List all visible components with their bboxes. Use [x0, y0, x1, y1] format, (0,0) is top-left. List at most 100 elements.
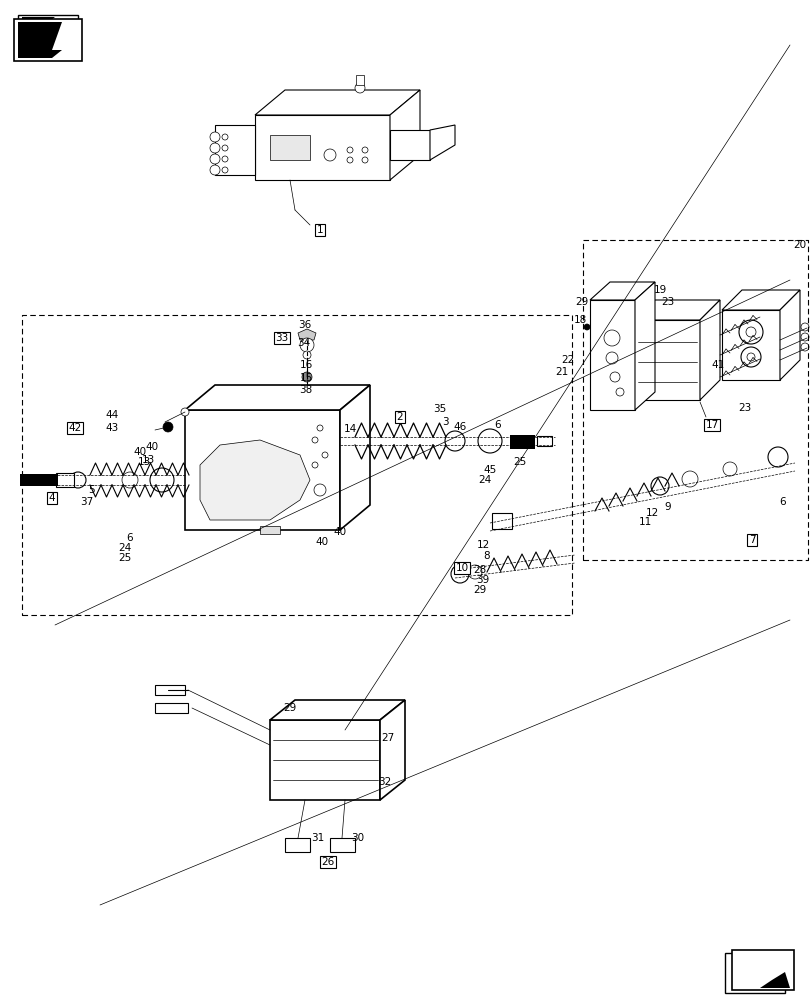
Polygon shape: [721, 310, 779, 380]
Text: 19: 19: [653, 285, 666, 295]
Circle shape: [740, 347, 760, 367]
Polygon shape: [18, 15, 78, 33]
Text: 5: 5: [88, 485, 95, 495]
Polygon shape: [329, 838, 354, 852]
Text: 26: 26: [321, 857, 334, 867]
Text: 34: 34: [297, 338, 311, 348]
Text: 23: 23: [661, 297, 674, 307]
Bar: [731, 950, 793, 990]
Text: 45: 45: [483, 465, 496, 475]
Bar: [56, 473, 74, 487]
Polygon shape: [380, 700, 405, 800]
Text: 17: 17: [705, 420, 718, 430]
Text: 22: 22: [560, 355, 574, 365]
Polygon shape: [200, 440, 310, 520]
Circle shape: [210, 132, 220, 142]
Text: 43: 43: [105, 423, 118, 433]
Text: 31: 31: [311, 833, 324, 843]
Text: 11: 11: [637, 517, 650, 527]
Circle shape: [616, 388, 623, 396]
Polygon shape: [215, 125, 255, 175]
Circle shape: [746, 353, 754, 361]
Circle shape: [303, 351, 311, 359]
Text: 6: 6: [779, 497, 785, 507]
Text: 18: 18: [573, 315, 586, 325]
Text: 39: 39: [476, 575, 489, 585]
Polygon shape: [509, 435, 534, 449]
Circle shape: [311, 462, 318, 468]
Text: 42: 42: [68, 423, 82, 433]
Polygon shape: [389, 130, 430, 160]
Circle shape: [221, 156, 228, 162]
Polygon shape: [255, 90, 419, 115]
Text: 38: 38: [299, 385, 312, 395]
Text: 12: 12: [476, 540, 489, 550]
Circle shape: [324, 149, 336, 161]
Circle shape: [650, 477, 668, 495]
Polygon shape: [155, 685, 185, 695]
Polygon shape: [22, 17, 55, 30]
Text: 6: 6: [494, 420, 500, 430]
Text: 41: 41: [710, 360, 723, 370]
Circle shape: [346, 157, 353, 163]
Text: 33: 33: [275, 333, 288, 343]
Circle shape: [221, 145, 228, 151]
Polygon shape: [779, 290, 799, 380]
Text: 6: 6: [127, 533, 133, 543]
Polygon shape: [185, 410, 340, 530]
Text: 4: 4: [49, 493, 55, 503]
Polygon shape: [270, 700, 405, 720]
Text: 25: 25: [118, 553, 131, 563]
Text: 24: 24: [118, 543, 131, 553]
Polygon shape: [727, 972, 789, 985]
Text: 1: 1: [316, 225, 323, 235]
Circle shape: [302, 372, 311, 382]
Circle shape: [354, 83, 365, 93]
Bar: [724, 953, 784, 993]
Circle shape: [210, 143, 220, 153]
Text: 8: 8: [483, 551, 490, 561]
Text: 21: 21: [555, 367, 568, 377]
Text: 9: 9: [664, 502, 671, 512]
Polygon shape: [430, 125, 454, 160]
Polygon shape: [721, 290, 799, 310]
Circle shape: [314, 484, 325, 496]
Text: 29: 29: [575, 297, 588, 307]
Text: 20: 20: [792, 240, 805, 250]
Circle shape: [150, 468, 174, 492]
Polygon shape: [634, 282, 654, 410]
Text: 10: 10: [455, 563, 468, 573]
Text: 35: 35: [433, 404, 446, 414]
Polygon shape: [155, 703, 188, 713]
Text: 40: 40: [133, 447, 146, 457]
Circle shape: [738, 320, 762, 344]
Polygon shape: [733, 972, 789, 988]
Circle shape: [681, 471, 697, 487]
Text: 14: 14: [343, 424, 356, 434]
Circle shape: [605, 352, 617, 364]
Text: 28: 28: [473, 565, 486, 575]
Circle shape: [467, 565, 482, 579]
Text: 40: 40: [315, 537, 328, 547]
Text: 25: 25: [513, 457, 526, 467]
Polygon shape: [340, 385, 370, 530]
Text: 30: 30: [351, 833, 364, 843]
Text: 12: 12: [645, 508, 658, 518]
Text: 16: 16: [299, 360, 312, 370]
Circle shape: [583, 324, 590, 330]
Circle shape: [299, 338, 314, 352]
Circle shape: [122, 472, 138, 488]
Circle shape: [722, 462, 736, 476]
Text: 36: 36: [298, 320, 311, 330]
Text: 3: 3: [441, 417, 448, 427]
Circle shape: [210, 154, 220, 164]
Circle shape: [362, 157, 367, 163]
Circle shape: [603, 330, 620, 346]
Circle shape: [322, 452, 328, 458]
Circle shape: [362, 147, 367, 153]
Circle shape: [767, 447, 787, 467]
Polygon shape: [270, 720, 380, 800]
Circle shape: [444, 431, 465, 451]
Text: 46: 46: [453, 422, 466, 432]
Circle shape: [70, 472, 86, 488]
